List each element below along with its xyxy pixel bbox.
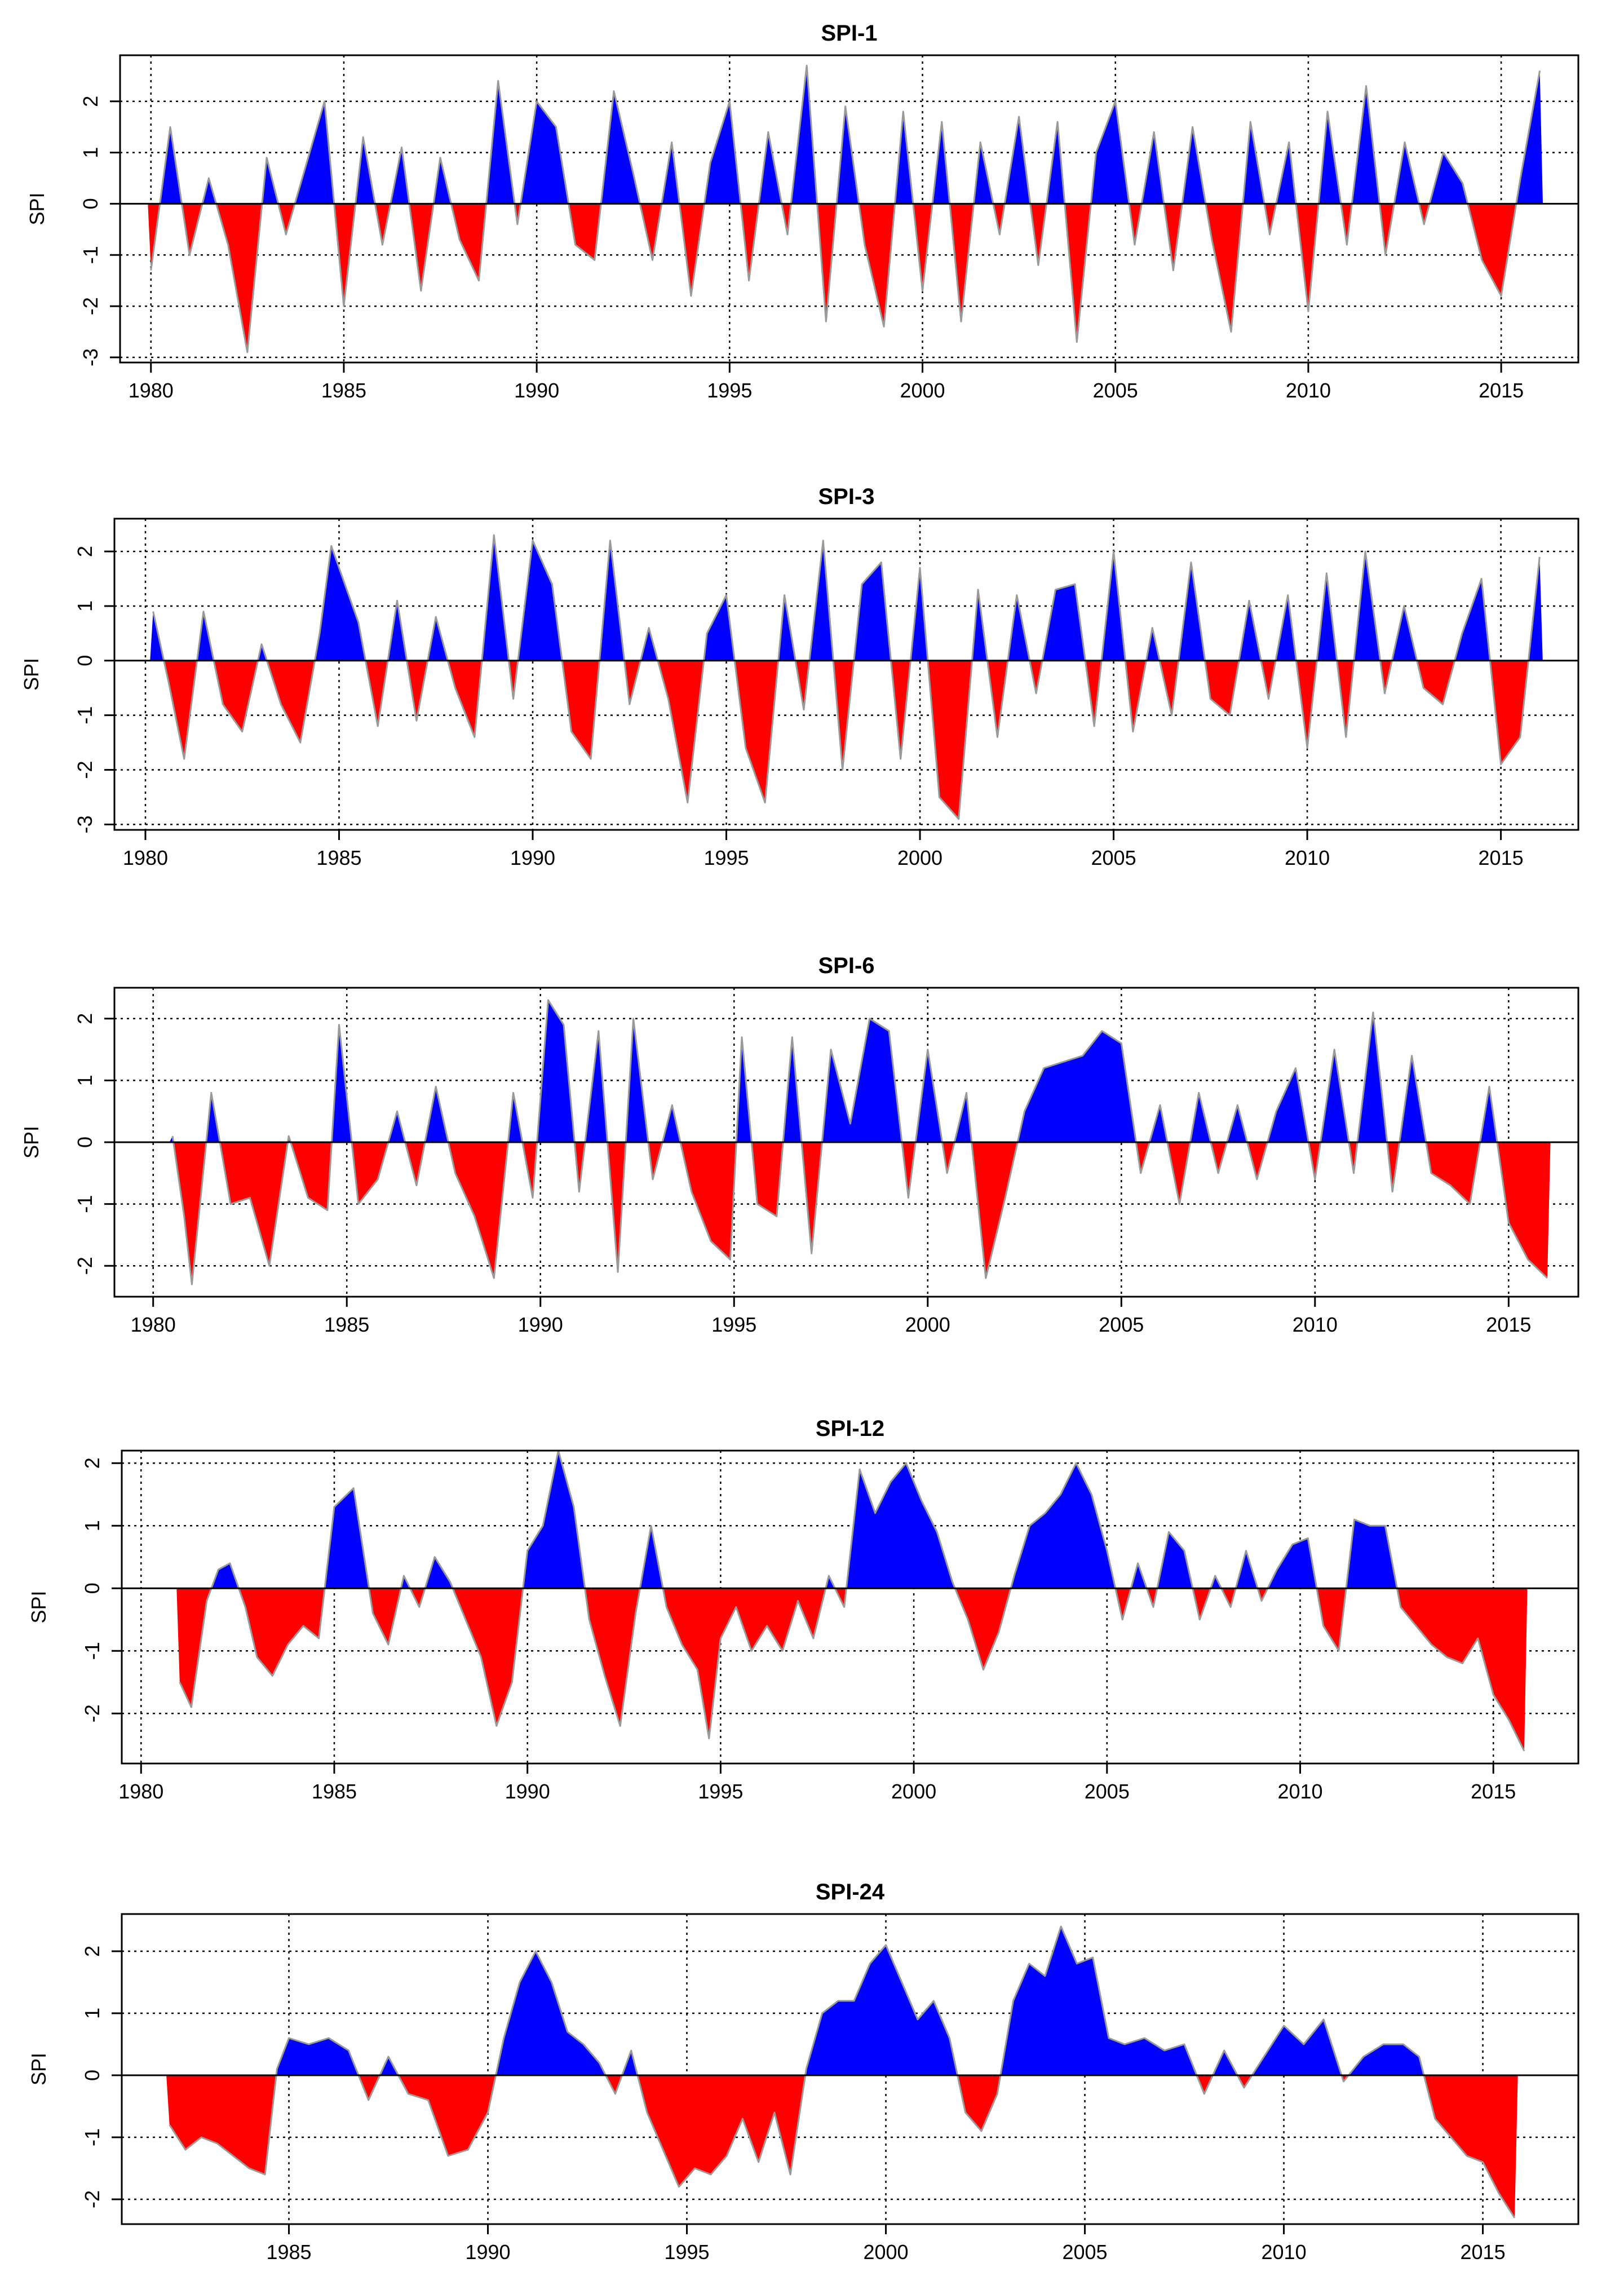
x-tick-label: 1990 xyxy=(514,379,559,402)
y-tick-label: -2 xyxy=(79,297,102,315)
plot-frame xyxy=(121,1449,1579,1765)
x-tick-label: 1990 xyxy=(505,1780,550,1803)
plot-frame xyxy=(121,1913,1579,2225)
x-tick-label: 2015 xyxy=(1486,1313,1531,1336)
y-tick-label: -2 xyxy=(73,761,96,779)
y-tick-label: -1 xyxy=(79,246,102,264)
y-tick-label: 1 xyxy=(81,1520,104,1531)
y-tick-label: -3 xyxy=(73,815,96,833)
positive-area xyxy=(176,1451,1528,1589)
x-tick-label: 1990 xyxy=(518,1313,563,1336)
x-tick-label: 1985 xyxy=(321,379,366,402)
negative-area xyxy=(148,204,1516,352)
y-tick-label: 1 xyxy=(73,600,96,612)
y-tick-label: 2 xyxy=(73,546,96,557)
x-tick-label: 1995 xyxy=(703,846,749,869)
y-axis-label: SPI xyxy=(20,1126,43,1159)
x-tick-label: 2015 xyxy=(1479,846,1524,869)
panel-title: SPI-6 xyxy=(818,953,874,978)
positive-area xyxy=(166,1926,1518,2075)
negative-area xyxy=(169,1142,1551,1285)
x-tick-label: 2015 xyxy=(1461,2240,1506,2264)
x-tick-label: 2000 xyxy=(905,1313,950,1336)
y-tick-label: 0 xyxy=(81,1583,104,1594)
x-tick-label: 1995 xyxy=(707,379,752,402)
x-tick-label: 2005 xyxy=(1062,2240,1107,2264)
x-tick-label: 2010 xyxy=(1285,846,1330,869)
y-tick-label: -2 xyxy=(73,1257,96,1275)
x-tick-label: 2000 xyxy=(863,2240,908,2264)
y-axis-label: SPI xyxy=(27,1590,50,1623)
x-tick-label: 2010 xyxy=(1277,1780,1322,1803)
panel-spi-6: SPI-6 SPI 1980 1985 1990 1995 2000 2005 2010 2015… xyxy=(20,953,1579,1336)
x-tick-label: 1995 xyxy=(711,1313,756,1336)
y-tick-label: 2 xyxy=(81,1457,104,1469)
y-tick-label: 1 xyxy=(73,1075,96,1086)
y-tick-label: 2 xyxy=(81,1946,104,1957)
y-tick-label: 2 xyxy=(73,1013,96,1024)
x-tick-label: 1980 xyxy=(131,1313,176,1336)
negative-area xyxy=(176,1588,1528,1751)
x-tick-label: 1990 xyxy=(465,2240,510,2264)
x-tick-label: 2015 xyxy=(1471,1780,1516,1803)
plot-frame xyxy=(113,518,1579,831)
x-tick-label: 2000 xyxy=(897,846,942,869)
x-tick-label: 1985 xyxy=(312,1780,357,1803)
y-tick-label: 1 xyxy=(79,147,102,158)
x-tick-label: 1995 xyxy=(698,1780,743,1803)
positive-area xyxy=(150,535,1543,661)
x-tick-label: 1980 xyxy=(118,1780,163,1803)
x-tick-label: 2010 xyxy=(1286,379,1331,402)
y-axis-label: SPI xyxy=(27,2053,50,2085)
y-tick-label: 0 xyxy=(81,2070,104,2081)
x-tick-label: 2005 xyxy=(1085,1780,1130,1803)
x-tick-label: 2005 xyxy=(1099,1313,1144,1336)
x-tick-label: 1985 xyxy=(316,846,361,869)
series-line xyxy=(150,64,1541,353)
y-tick-label: -3 xyxy=(79,348,102,366)
y-tick-label: -1 xyxy=(73,706,96,724)
y-tick-label: 0 xyxy=(73,1137,96,1148)
y-tick-label: -2 xyxy=(81,2190,104,2208)
x-tick-label: 1985 xyxy=(266,2240,311,2264)
x-tick-label: 2005 xyxy=(1091,846,1136,869)
panel-title: SPI-1 xyxy=(821,21,877,46)
y-tick-label: -1 xyxy=(81,1642,104,1660)
y-tick-label: 0 xyxy=(73,655,96,666)
y-axis-label: SPI xyxy=(25,192,48,225)
panel-spi-24: SPI-24 SPI 1985 1990 1995 2000 2005 2010 2015 -2 -… xyxy=(27,1880,1579,2264)
panel-spi-3: SPI-3 SPI 1980 1985 1990 1995 2000 2005 2010 2015… xyxy=(20,484,1579,869)
x-tick-label: 1995 xyxy=(664,2240,709,2264)
y-tick-label: 0 xyxy=(79,198,102,209)
y-tick-label: 1 xyxy=(81,2008,104,2019)
x-tick-label: 1980 xyxy=(129,379,174,402)
x-tick-label: 2010 xyxy=(1293,1313,1338,1336)
x-tick-label: 2015 xyxy=(1479,379,1524,402)
y-tick-label: -1 xyxy=(81,2128,104,2146)
x-tick-label: 2010 xyxy=(1262,2240,1307,2264)
x-tick-label: 1980 xyxy=(123,846,168,869)
panel-title: SPI-24 xyxy=(816,1880,885,1904)
panel-spi-1: SPI-1 SPI 1980 1985 1990 1995 2000 2005 2010 2015… xyxy=(25,21,1579,402)
series-line xyxy=(169,1925,1516,2218)
negative-area xyxy=(150,660,1543,819)
y-tick-label: 2 xyxy=(79,96,102,107)
x-tick-label: 1990 xyxy=(510,846,555,869)
plot-frame xyxy=(119,54,1579,364)
y-axis-label: SPI xyxy=(20,658,43,691)
x-tick-label: 2000 xyxy=(900,379,945,402)
x-tick-label: 2000 xyxy=(891,1780,936,1803)
panel-title: SPI-12 xyxy=(816,1416,884,1441)
x-tick-label: 1985 xyxy=(324,1313,369,1336)
panel-title: SPI-3 xyxy=(818,484,874,509)
y-tick-label: -2 xyxy=(81,1704,104,1722)
x-tick-label: 2005 xyxy=(1093,379,1138,402)
y-tick-label: -1 xyxy=(73,1195,96,1213)
